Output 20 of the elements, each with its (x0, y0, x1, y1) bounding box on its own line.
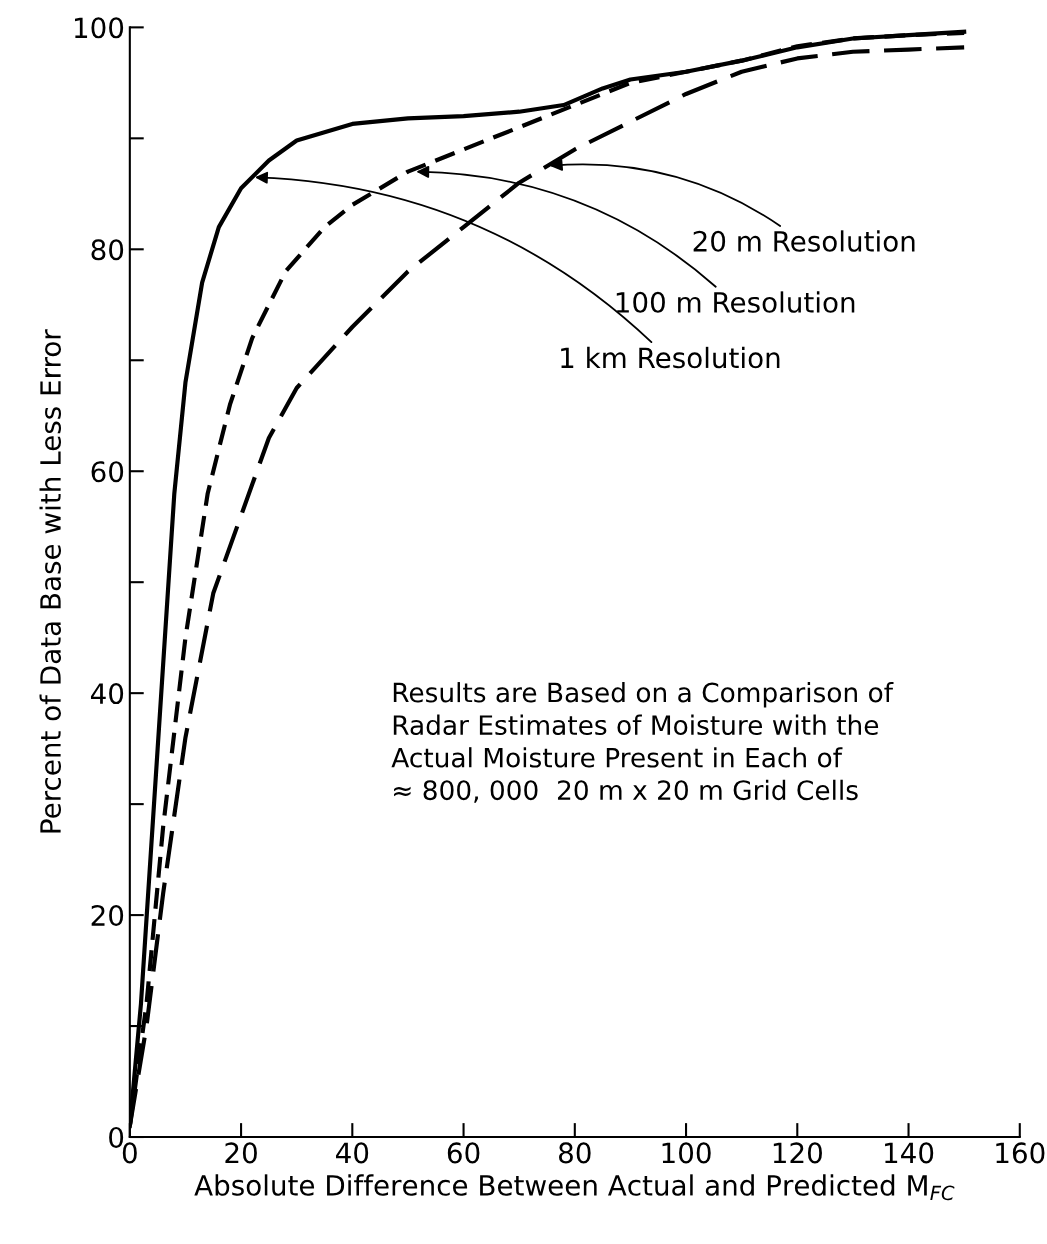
x-axis-title: Absolute Difference Between Actual and Predicted M$_{FC}$ (194, 1174, 955, 1201)
x-tick-label: 160 (996, 1142, 1045, 1164)
x-tick-label: 60 (447, 1142, 480, 1164)
y-tick-label: 100 (75, 17, 124, 39)
x-tick-label: 120 (773, 1142, 822, 1164)
annotation: 20 m Resolution (693, 230, 915, 252)
y-tick-label: 20 (91, 905, 124, 927)
annotation: 1 km Resolution (561, 346, 780, 369)
y-tick-label: 40 (90, 683, 124, 705)
x-tick-label: 20 (225, 1142, 257, 1164)
annotation: 100 m Resolution (616, 291, 855, 313)
y-tick-label: 0 (109, 1126, 124, 1148)
x-tick-label: 100 (662, 1142, 711, 1164)
x-tick-label: 40 (336, 1142, 369, 1164)
y-tick-label: 60 (91, 461, 124, 483)
x-tick-label: 80 (559, 1142, 591, 1164)
x-tick-label: 140 (885, 1142, 934, 1164)
y-tick-label: 80 (91, 239, 124, 261)
annotation: Results are Based on a Comparison of Radar Estimates of Moisture with the Actual Moisture Present in Each of ≈ 800, 000 20 m x 20 m Grid Cells (391, 682, 894, 803)
y-axis-title: Percent of Data Base with Less Error (39, 329, 62, 833)
